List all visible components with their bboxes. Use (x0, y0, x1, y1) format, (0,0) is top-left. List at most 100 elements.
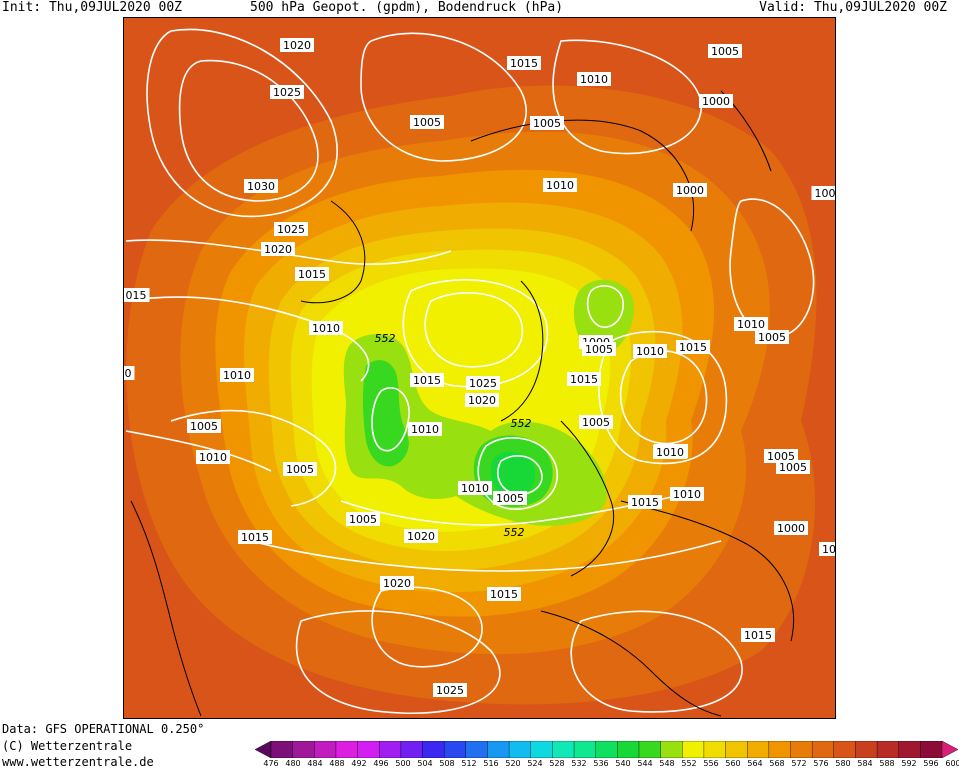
colorbar-segment (660, 741, 683, 758)
colorbar-segment (898, 741, 922, 758)
colorbar-tick-label: 508 (439, 759, 455, 768)
pressure-label-text: 1005 (190, 420, 218, 433)
colorbar-tick-label: 596 (923, 759, 939, 768)
pressure-label: 1005 (493, 491, 527, 505)
data-source-label: Data: GFS OPERATIONAL 0.250° (2, 722, 205, 736)
valid-time-label: Valid: Thu,09JUL2020 00Z (759, 0, 947, 15)
colorbar-segment (379, 741, 402, 758)
pressure-label-text: 1020 (264, 243, 292, 256)
colorbar-tick-label: 584 (857, 759, 873, 768)
pressure-label-text: 1005 (582, 416, 610, 429)
colorbar-tick-label: 592 (901, 759, 917, 768)
pressure-label-text: 1020 (407, 530, 435, 543)
isobar (424, 292, 524, 368)
colorbar-tick-label: 560 (725, 759, 741, 768)
pressure-label: 1015 (741, 628, 775, 642)
pressure-label-text: 1005 (585, 343, 613, 356)
pressure-label-text: 1010 (223, 369, 251, 382)
colorbar-tick-label: 536 (593, 759, 609, 768)
pressure-label-text: 1015 (679, 341, 707, 354)
pressure-label-text: 1025 (273, 86, 301, 99)
pressure-label: 1005 (708, 44, 742, 58)
colorbar-segment (920, 741, 943, 758)
pressure-label: 1000 (699, 94, 733, 108)
colorbar-segment (876, 741, 900, 758)
map-title: 500 hPa Geopot. (gpdm), Bodendruck (hPa) (250, 0, 564, 15)
colorbar (255, 741, 958, 758)
geopotential-label: 552 (511, 417, 532, 430)
colorbar-tick-label: 556 (703, 759, 719, 768)
pressure-label-text: 1005 (779, 461, 807, 474)
colorbar-segment (335, 741, 359, 758)
colorbar-segment (768, 741, 792, 758)
pressure-label-text: 1020 (468, 394, 496, 407)
pressure-label: 1005 (410, 115, 444, 129)
colorbar-tick-label: 528 (549, 759, 565, 768)
colorbar-segment (270, 741, 294, 758)
colorbar-segment (638, 741, 662, 758)
colorbar-tick-label: 540 (615, 759, 631, 768)
pressure-label: 1010 (633, 344, 667, 358)
pressure-label-text: 1015 (241, 531, 269, 544)
colorbar-tick-label: 524 (527, 759, 543, 768)
pressure-label-text: 1005 (711, 45, 739, 58)
pressure-label-text: 1010 (656, 446, 684, 459)
pressure-label-text: 1000 (777, 522, 805, 535)
pressure-label-text: 1005 (758, 331, 786, 344)
pressure-label-text: 015 (126, 289, 147, 302)
isobar (125, 239, 452, 266)
pressure-label: 1025 (433, 683, 467, 697)
pressure-label: 1005 (346, 512, 380, 526)
pressure-label-text: 1015 (413, 374, 441, 387)
colorbar-segment (682, 741, 705, 758)
pressure-label-text: 1010 (199, 451, 227, 464)
geopotential-labels: 552 552 552 (375, 332, 532, 539)
pressure-label-text: 1005 (349, 513, 377, 526)
pressure-label: 1010 (220, 368, 254, 382)
colorbar-ticks: 476 480 484 488 492 496 500 504 508 512 516 520 524 5… (257, 759, 959, 770)
isobar (586, 285, 624, 328)
isobar (371, 387, 410, 452)
pressure-label-text: 1020 (383, 577, 411, 590)
pressure-label: 1010 (577, 72, 611, 86)
weather-map[interactable]: 1020 1025 1030 1025 1020 1015 015 1010 1010 0 1005… (123, 17, 836, 719)
pressure-label: 1005 (283, 462, 317, 476)
colorbar-tick-label: 476 (263, 759, 279, 768)
colorbar-tick-label: 576 (813, 759, 829, 768)
pressure-label: 1020 (280, 38, 314, 52)
pressure-label: 1015 (410, 373, 444, 387)
isobar (250, 540, 722, 572)
pressure-label-text: 1010 (461, 482, 489, 495)
pressure-label: 1010 (670, 487, 704, 501)
pressure-label: 1005 (776, 460, 810, 474)
coastline (540, 610, 722, 717)
coastline (560, 420, 615, 577)
pressure-label-text: 1005 (286, 463, 314, 476)
pressure-label: 0 (124, 366, 135, 380)
website-link[interactable]: www.wetterzentrale.de (2, 755, 154, 769)
pressure-label-text: 1010 (673, 488, 701, 501)
coastline (500, 280, 544, 422)
pressure-label: 1020 (465, 393, 499, 407)
colorbar-tick-label: 516 (483, 759, 499, 768)
coastline (130, 500, 202, 717)
pressure-label-text: 1010 (737, 318, 765, 331)
pressure-label-text: 1010 (580, 73, 608, 86)
isobar (146, 28, 338, 218)
pressure-label: 1000 (673, 183, 707, 197)
colorbar-segment (422, 741, 445, 758)
colorbar-tick-label: 500 (395, 759, 411, 768)
isobar (170, 409, 337, 507)
pressure-label-text: 1015 (631, 496, 659, 509)
pressure-label-text: 1025 (277, 223, 305, 236)
coastline (620, 500, 795, 642)
pressure-label-text: 1025 (469, 377, 497, 390)
init-time-label: Init: Thu,09JUL2020 00Z (2, 0, 183, 15)
geopotential-label: 552 (375, 332, 396, 345)
colorbar-segment (255, 741, 272, 758)
isobar (125, 430, 272, 472)
pressure-label: 1015 (507, 56, 541, 70)
colorbar-tick-label: 588 (879, 759, 895, 768)
pressure-label-text: 1000 (676, 184, 704, 197)
isobar (570, 610, 743, 713)
